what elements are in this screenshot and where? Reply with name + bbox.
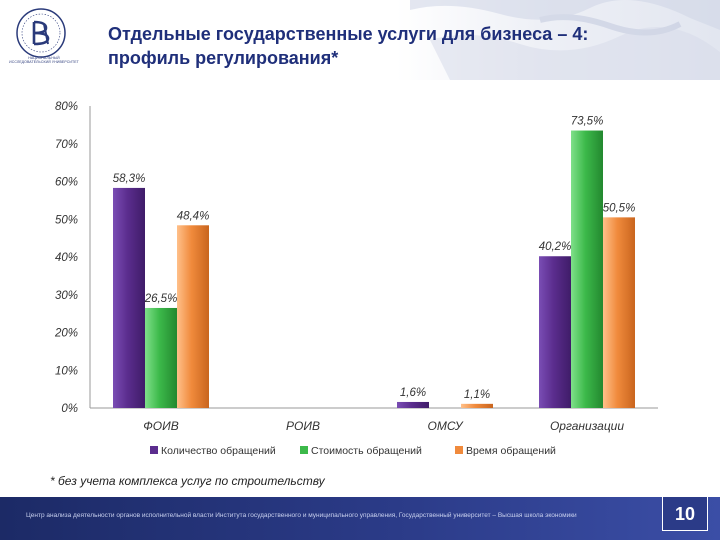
legend-label: Стоимость обращений — [311, 445, 422, 457]
data-label: 50,5% — [603, 202, 636, 214]
y-tick-label: 40% — [55, 252, 78, 264]
bar-chart: 0% 10% 20% 30% 40% 50% 60% 70% 80% 58,3% 26,5% 48,… — [54, 101, 658, 457]
x-tick-label: ФОИВ — [143, 419, 178, 433]
y-tick-label: 60% — [55, 177, 78, 189]
title-line-2: профиль регулирования* — [108, 48, 339, 68]
chart-legend: Количество обращений Стоимость обращений В… — [150, 445, 556, 457]
data-label: 48,4% — [177, 210, 210, 222]
footnote: * без учета комплекса услуг по строитель… — [50, 474, 325, 488]
legend-swatch — [455, 446, 463, 454]
bar-series — [113, 130, 635, 408]
data-label: 1,6% — [400, 387, 426, 399]
y-axis-labels: 0% 10% 20% 30% 40% 50% 60% 70% 80% — [54, 101, 78, 415]
legend-label: Время обращений — [466, 445, 556, 457]
data-label: 26,5% — [144, 293, 178, 305]
university-logo — [16, 8, 66, 58]
bar-2-1 — [145, 307, 177, 408]
footer-text: Центр анализа деятельности органов испол… — [26, 512, 577, 519]
y-tick-label: 80% — [55, 101, 78, 113]
slide-header: НАЦИОНАЛЬНЫЙ ИССЛЕДОВАТЕЛЬСКИЙ УНИВЕРСИТ… — [0, 0, 720, 80]
y-tick-label: 20% — [54, 328, 78, 340]
data-label: 1,1% — [464, 389, 490, 401]
bar-2-4 — [571, 130, 603, 408]
bar-3-1 — [177, 225, 209, 408]
x-tick-label: Организации — [550, 419, 624, 433]
bar-3-3 — [461, 403, 493, 408]
data-label: 73,5% — [571, 116, 604, 128]
data-label: 58,3% — [113, 173, 146, 185]
world-map-background — [410, 0, 720, 80]
y-tick-label: 70% — [55, 139, 78, 151]
title-line-1: Отдельные государственные услуги для биз… — [108, 24, 589, 44]
legend-swatch — [150, 446, 158, 454]
bar-1-3 — [397, 401, 429, 408]
y-tick-label: 50% — [55, 214, 78, 226]
y-tick-label: 10% — [55, 365, 78, 377]
page-number: 10 — [662, 497, 708, 531]
y-tick-label: 0% — [61, 403, 78, 415]
legend-swatch — [300, 446, 308, 454]
data-label: 40,2% — [539, 241, 572, 253]
logo-caption: НАЦИОНАЛЬНЫЙ ИССЛЕДОВАТЕЛЬСКИЙ УНИВЕРСИТ… — [9, 56, 79, 64]
bar-1-1 — [113, 187, 145, 408]
data-labels: 58,3% 26,5% 48,4% 1,6% 1,1% 40,2% 73,5% 50,5% — [113, 116, 636, 401]
bar-1-4 — [539, 256, 571, 408]
x-axis-labels: ФОИВ РОИВ ОМСУ Организации — [143, 419, 624, 433]
bar-3-4 — [603, 217, 635, 408]
slide-title: Отдельные государственные услуги для биз… — [108, 22, 668, 70]
slide-footer: Центр анализа деятельности органов испол… — [0, 497, 720, 540]
legend-label: Количество обращений — [161, 445, 276, 457]
x-tick-label: РОИВ — [286, 419, 320, 433]
y-tick-label: 30% — [55, 290, 78, 302]
x-tick-label: ОМСУ — [428, 419, 464, 433]
